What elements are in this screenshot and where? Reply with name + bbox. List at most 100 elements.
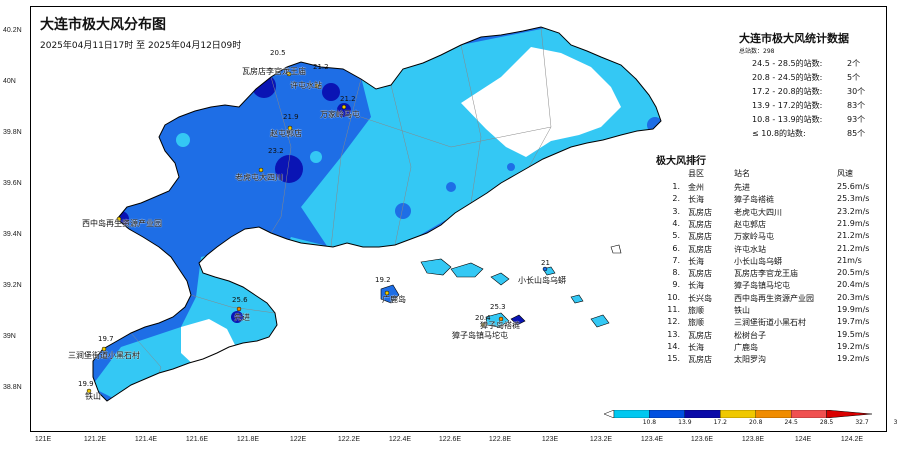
ranking-county: 长兴岛 — [688, 293, 712, 303]
x-tick-label: 121.8E — [236, 436, 260, 443]
x-tick-label: 123.2E — [589, 436, 613, 443]
station-label: 西中岛再生资源产业园 — [82, 219, 162, 228]
station-value: 19.9 — [78, 380, 94, 388]
stat-range: 20.8 - 24.5的站数: — [752, 73, 823, 82]
stat-range: 13.9 - 17.2的站数: — [752, 101, 823, 110]
x-tick-label: 123.6E — [690, 436, 714, 443]
y-tick-label: 39N — [3, 333, 16, 340]
ranking-speed: 20.5m/s — [837, 268, 870, 278]
ranking-speed: 19.2m/s — [837, 354, 870, 364]
ranking-speed: 25.3m/s — [837, 194, 870, 204]
ranking-county: 旅顺 — [688, 306, 704, 315]
stat-count: 2个 — [847, 59, 861, 68]
ranking-county: 瓦房店 — [688, 219, 712, 229]
wind-map — [86, 26, 662, 402]
islands — [380, 244, 622, 328]
station-value: 21 — [541, 259, 550, 267]
legend-swatch — [649, 410, 686, 418]
ranking-station: 西中岛再生资源产业园 — [734, 293, 814, 303]
station-value: 21.2 — [340, 95, 356, 103]
color-legend — [604, 410, 872, 418]
ranking-no: 3. — [672, 206, 680, 216]
station-value: 20.5 — [270, 49, 286, 57]
stats-title: 大连市极大风统计数据 — [739, 32, 849, 45]
station-value: 21.2 — [313, 63, 329, 71]
ranking-speed: 20.4m/s — [837, 280, 870, 290]
y-tick-label: 39.4N — [3, 231, 22, 238]
ranking-no: 4. — [672, 218, 680, 228]
stat-count: 85个 — [847, 129, 866, 138]
ranking-no: 2. — [672, 194, 680, 204]
ranking-no: 1. — [672, 182, 680, 191]
ranking-station: 太阳罗沟 — [734, 355, 766, 365]
x-tick-label: 122.6E — [438, 436, 462, 443]
legend-label: 17.2 — [713, 419, 727, 426]
legend-swatch — [613, 410, 650, 418]
station-value: 19.7 — [98, 335, 114, 343]
stat-range: 17.2 - 20.8的站数: — [752, 87, 823, 96]
station-value: 21.9 — [283, 113, 299, 121]
station-value: 23.2 — [268, 147, 284, 155]
legend-label: 32.7 — [855, 419, 869, 426]
stat-row: ≤ 10.8的站数: 85个 — [752, 128, 865, 139]
station-label: 獐子岛镇马坨屯 — [452, 331, 508, 340]
stat-row: 24.5 - 28.5的站数: 2个 — [752, 58, 860, 69]
ranking-county: 瓦房店 — [688, 232, 712, 242]
station-label: 獐子岛褡裢 — [480, 321, 520, 330]
ranking-no: 14. — [667, 341, 680, 351]
ranking-no: 8. — [672, 268, 680, 278]
ranking-no: 12. — [667, 317, 680, 327]
ranking-county: 旅顺 — [688, 318, 704, 328]
ranking-speed: 19.7m/s — [837, 317, 870, 327]
x-tick-label: 121.4E — [134, 436, 158, 443]
station-label: 万家岭马屯 — [320, 110, 360, 119]
station-label: 铁山 — [85, 392, 101, 401]
ranking-station: 广鹿岛 — [734, 342, 758, 352]
legend-label: 13.9 — [678, 419, 692, 426]
y-tick-label: 39.6N — [3, 180, 22, 187]
ranking-station: 赵屯郭店 — [734, 219, 766, 229]
ranking-county: 长海 — [688, 195, 704, 205]
legend-label: 28.5 — [819, 419, 834, 426]
stat-row: 20.8 - 24.5的站数: 5个 — [752, 72, 860, 83]
station-label: 老虎屯大四川 — [235, 173, 283, 182]
stat-count: 30个 — [847, 87, 866, 96]
map-frame — [30, 6, 887, 432]
ranking-county: 瓦房店 — [688, 355, 712, 365]
ranking-station: 小长山岛乌蟒 — [734, 256, 782, 266]
x-tick-label: 122.2E — [337, 436, 361, 443]
y-tick-label: 39.8N — [3, 129, 22, 136]
legend-label: 20.8 — [749, 419, 763, 426]
y-tick-label: 38.8N — [3, 384, 22, 391]
ranking-county: 金州 — [688, 183, 704, 192]
stat-row: 10.8 - 13.9的站数: 93个 — [752, 114, 865, 125]
station-value: 25.3 — [490, 303, 506, 311]
station-label: 小长山岛乌蟒 — [518, 276, 566, 285]
ranking-title: 极大风排行 — [656, 152, 706, 167]
y-tick-label: 40.2N — [3, 27, 22, 34]
ranking-no: 6. — [672, 243, 680, 253]
x-tick-label: 122.8E — [488, 436, 512, 443]
station-value: 25.6 — [232, 296, 248, 304]
ranking-county: 长海 — [688, 342, 704, 352]
y-tick-label: 39.2N — [3, 282, 22, 289]
ranking-speed: 21.2m/s — [837, 243, 870, 253]
ranking-station: 瓦房店李官龙王庙 — [734, 269, 798, 279]
header-speed: 风速 — [837, 169, 853, 178]
ranking-station: 獐子岛镇马坨屯 — [734, 281, 790, 291]
legend-swatch — [604, 410, 615, 418]
legend-swatch — [790, 410, 827, 418]
stat-row: 13.9 - 17.2的站数: 83个 — [752, 100, 865, 111]
ranking-county: 瓦房店 — [688, 269, 712, 279]
legend-label: 10.8 — [642, 419, 657, 426]
legend-label: 37 — [893, 419, 897, 426]
station-label: 三涧堡街道小黑石村 — [68, 351, 140, 360]
ranking-station: 万家岭马屯 — [734, 232, 774, 242]
ranking-station: 獐子岛褡裢 — [734, 195, 774, 205]
station-label: 瓦房店李官龙王庙 — [242, 67, 306, 76]
x-tick-label: 124E — [794, 436, 812, 443]
station-label: 广鹿岛 — [382, 295, 406, 304]
ranking-no: 13. — [667, 329, 680, 339]
map-title: 大连市极大风分布图 — [40, 17, 166, 33]
ranking-speed: 21.9m/s — [837, 218, 870, 228]
